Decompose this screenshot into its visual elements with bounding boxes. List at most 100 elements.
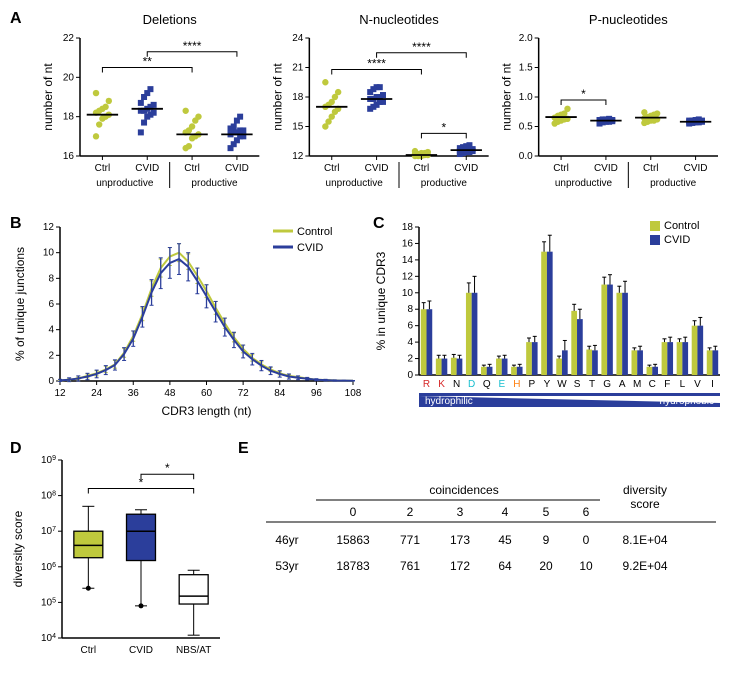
svg-text:8: 8 xyxy=(48,273,54,284)
panel-d-svg: 104 105 106 107 108 109 diversity score Ctrl CVI… xyxy=(8,438,228,668)
svg-text:16: 16 xyxy=(402,238,414,249)
svg-text:53yr: 53yr xyxy=(275,559,298,573)
svg-text:NBS/AT: NBS/AT xyxy=(176,645,211,656)
svg-text:36: 36 xyxy=(128,388,140,399)
svg-text:72: 72 xyxy=(238,388,250,399)
svg-text:15863: 15863 xyxy=(336,533,370,547)
svg-text:6: 6 xyxy=(583,505,590,519)
svg-text:S: S xyxy=(574,379,581,390)
svg-text:9.2E+04: 9.2E+04 xyxy=(622,559,667,573)
svg-text:18783: 18783 xyxy=(336,559,370,573)
svg-text:Deletions: Deletions xyxy=(143,12,198,27)
svg-text:1.0: 1.0 xyxy=(519,92,533,103)
svg-text:Control: Control xyxy=(664,220,699,232)
svg-text:hydrophobic: hydrophobic xyxy=(660,396,714,407)
svg-text:I: I xyxy=(711,379,714,390)
svg-text:Ctrl: Ctrl xyxy=(81,645,97,656)
svg-text:8.1E+04: 8.1E+04 xyxy=(622,533,667,547)
svg-text:108: 108 xyxy=(345,388,362,399)
svg-text:12: 12 xyxy=(54,388,66,399)
svg-text:2.0: 2.0 xyxy=(519,33,533,44)
svg-text:A: A xyxy=(619,379,626,390)
svg-text:% in unique CDR3: % in unique CDR3 xyxy=(374,251,388,350)
svg-text:****: **** xyxy=(183,39,202,53)
svg-text:8: 8 xyxy=(407,304,413,315)
svg-text:105: 105 xyxy=(41,597,56,609)
svg-text:108: 108 xyxy=(41,490,56,502)
svg-text:9: 9 xyxy=(543,533,550,547)
svg-text:Control: Control xyxy=(297,226,332,238)
svg-text:CVID: CVID xyxy=(365,163,389,174)
svg-text:Ctrl: Ctrl xyxy=(95,163,111,174)
svg-text:107: 107 xyxy=(41,526,56,538)
svg-text:104: 104 xyxy=(41,633,56,645)
svg-text:21: 21 xyxy=(292,63,304,74)
svg-text:score: score xyxy=(630,497,660,511)
svg-text:****: **** xyxy=(367,56,386,70)
svg-text:Ctrl: Ctrl xyxy=(414,163,430,174)
svg-text:2: 2 xyxy=(407,354,413,365)
svg-text:number of nt: number of nt xyxy=(270,63,284,131)
svg-text:6: 6 xyxy=(48,299,54,310)
svg-text:20: 20 xyxy=(63,72,75,83)
svg-text:productive: productive xyxy=(650,178,697,189)
svg-text:10: 10 xyxy=(579,559,593,573)
svg-text:CVID: CVID xyxy=(225,163,249,174)
svg-text:24: 24 xyxy=(91,388,103,399)
panel-e: E coincidencesdiversityscore02345646yr15… xyxy=(236,438,726,673)
svg-text:Y: Y xyxy=(544,379,551,390)
svg-text:761: 761 xyxy=(400,559,420,573)
svg-text:106: 106 xyxy=(41,561,56,573)
svg-text:12: 12 xyxy=(292,151,304,162)
svg-text:10: 10 xyxy=(402,288,414,299)
svg-text:% of unique junctions: % of unique junctions xyxy=(13,247,27,361)
svg-text:G: G xyxy=(603,379,611,390)
svg-text:109: 109 xyxy=(41,455,56,467)
panel-e-svg: coincidencesdiversityscore02345646yr1586… xyxy=(236,438,726,668)
svg-text:D: D xyxy=(468,379,475,390)
svg-text:2: 2 xyxy=(48,350,54,361)
svg-text:K: K xyxy=(438,379,445,390)
svg-text:number of nt: number of nt xyxy=(41,63,55,131)
svg-text:Ctrl: Ctrl xyxy=(184,163,200,174)
svg-text:3: 3 xyxy=(457,505,464,519)
svg-text:V: V xyxy=(694,379,701,390)
svg-text:18: 18 xyxy=(292,92,304,103)
svg-text:6: 6 xyxy=(407,321,413,332)
svg-text:12: 12 xyxy=(402,271,414,282)
figure: A Deletions16182022number of ntCtrlCVIDC… xyxy=(8,8,726,673)
svg-text:*: * xyxy=(165,461,170,475)
svg-text:H: H xyxy=(513,379,520,390)
svg-text:*: * xyxy=(441,120,446,134)
panel-c-svg: 024681012141618% in unique CDR3RKNDQEHPY… xyxy=(371,213,726,423)
svg-text:173: 173 xyxy=(450,533,470,547)
svg-text:hydrophilic: hydrophilic xyxy=(425,396,473,407)
panel-c: C 024681012141618% in unique CDR3RKNDQEH… xyxy=(371,213,726,428)
svg-text:CVID: CVID xyxy=(129,645,153,656)
svg-text:0.5: 0.5 xyxy=(519,122,533,133)
svg-text:P-nucleotides: P-nucleotides xyxy=(589,12,668,27)
svg-text:CVID: CVID xyxy=(135,163,159,174)
svg-text:48: 48 xyxy=(164,388,176,399)
svg-text:20: 20 xyxy=(539,559,553,573)
svg-text:172: 172 xyxy=(450,559,470,573)
svg-text:4: 4 xyxy=(48,325,54,336)
svg-text:18: 18 xyxy=(63,112,75,123)
svg-text:unproductive: unproductive xyxy=(96,178,154,189)
svg-text:16: 16 xyxy=(63,151,75,162)
svg-text:0: 0 xyxy=(583,533,590,547)
svg-text:64: 64 xyxy=(498,559,512,573)
svg-text:4: 4 xyxy=(407,337,413,348)
svg-text:14: 14 xyxy=(402,255,414,266)
svg-text:0.0: 0.0 xyxy=(519,151,533,162)
svg-text:1.5: 1.5 xyxy=(519,63,533,74)
svg-text:CVID: CVID xyxy=(297,242,323,254)
svg-text:CVID: CVID xyxy=(594,163,618,174)
panel-d-letter: D xyxy=(10,440,22,458)
svg-text:96: 96 xyxy=(311,388,323,399)
svg-text:number of nt: number of nt xyxy=(500,63,514,131)
svg-text:coincidences: coincidences xyxy=(429,483,498,497)
svg-text:diversity score: diversity score xyxy=(11,510,25,587)
svg-text:L: L xyxy=(680,379,686,390)
svg-text:E: E xyxy=(498,379,505,390)
